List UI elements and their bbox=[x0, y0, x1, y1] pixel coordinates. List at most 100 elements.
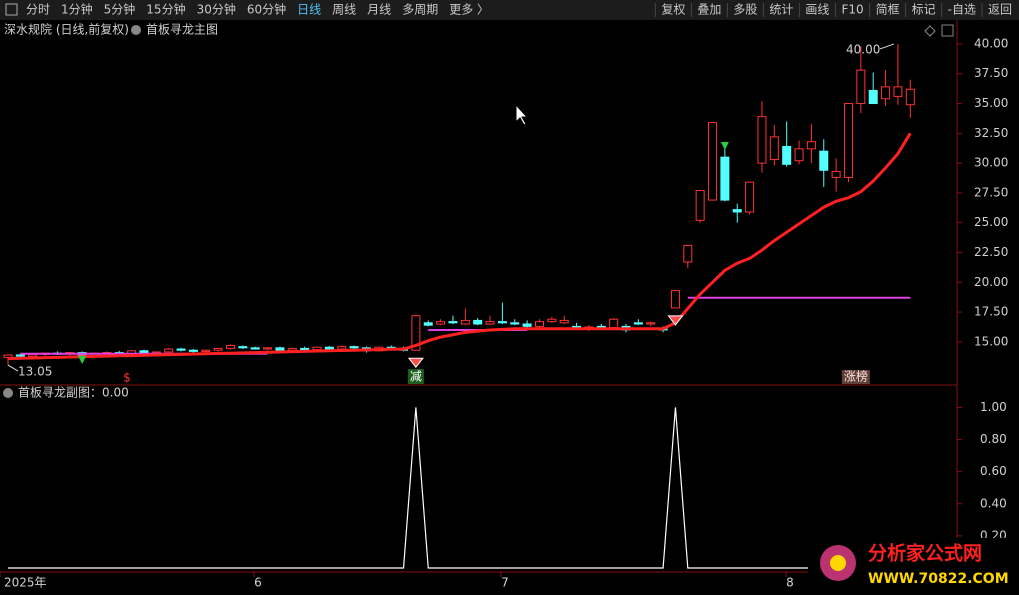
indicator-icon[interactable] bbox=[131, 25, 141, 35]
candle-body bbox=[324, 346, 334, 350]
y-tick-label: 22.50 bbox=[974, 245, 1008, 259]
x-tick-label: 7 bbox=[501, 576, 509, 590]
candle-body bbox=[881, 86, 891, 100]
signal-line bbox=[8, 407, 911, 569]
symbol: 深水规院 (日线,前复权) bbox=[4, 22, 129, 37]
candle-body bbox=[510, 322, 520, 325]
candle-body bbox=[436, 321, 446, 325]
tab[interactable]: 周线 bbox=[332, 3, 356, 17]
toolbar-button[interactable]: 返回 bbox=[988, 3, 1012, 17]
y-tick-label: 37.50 bbox=[974, 66, 1008, 80]
x-tick-label: 2025年 bbox=[4, 576, 47, 590]
watermark: 分析家公式网 WWW.70822.COM bbox=[808, 538, 1019, 595]
candle-body bbox=[695, 190, 705, 221]
toolbar-button[interactable]: 复权 bbox=[661, 3, 685, 17]
candle-body bbox=[646, 322, 656, 325]
down-arrow bbox=[78, 356, 87, 364]
candle-body bbox=[720, 156, 730, 201]
y-tick-label: 0.60 bbox=[980, 464, 1007, 478]
tab[interactable]: 30分钟 bbox=[197, 2, 236, 17]
candle-body bbox=[213, 347, 223, 351]
toolbar-button[interactable]: -自选 bbox=[948, 3, 976, 17]
y-tick-label: 35.00 bbox=[974, 96, 1008, 110]
candle-body bbox=[856, 69, 866, 105]
candle-body bbox=[708, 122, 718, 201]
candle-body bbox=[423, 322, 433, 326]
toolbar-button[interactable]: 标记 bbox=[912, 3, 936, 17]
min-arrow bbox=[7, 364, 19, 372]
y-tick-label: 15.00 bbox=[974, 334, 1008, 348]
tab[interactable]: 月线 bbox=[367, 3, 391, 17]
max-arrow bbox=[879, 43, 895, 50]
candle-body bbox=[806, 141, 816, 150]
candle-body bbox=[411, 315, 421, 351]
y-tick-label: 17.50 bbox=[974, 305, 1008, 319]
candle-body bbox=[633, 322, 643, 325]
x-tick-label: 8 bbox=[786, 576, 794, 590]
indicator-name: 首板寻龙主图 bbox=[146, 23, 218, 37]
signal-icon bbox=[667, 315, 684, 326]
candle-body bbox=[312, 346, 322, 351]
toolbar-button[interactable]: 叠加 bbox=[697, 3, 721, 17]
toolbar-button[interactable]: 统计 bbox=[769, 3, 793, 17]
candle-body bbox=[757, 116, 767, 164]
diamond-icon[interactable] bbox=[924, 25, 936, 37]
y-tick-label: 1.00 bbox=[980, 400, 1007, 414]
max-label: 40.00 bbox=[846, 42, 880, 56]
candle-body bbox=[485, 321, 495, 325]
toolbar-button[interactable]: 简框 bbox=[876, 3, 900, 17]
candle-body bbox=[609, 318, 619, 329]
y-tick-label: 32.50 bbox=[974, 126, 1008, 140]
y-tick-label: 40.00 bbox=[974, 36, 1008, 50]
signal-icon bbox=[407, 357, 424, 369]
candle-body bbox=[732, 209, 742, 213]
y-tick-label: 20.00 bbox=[974, 275, 1008, 289]
candle-body bbox=[893, 86, 903, 97]
panel-toggle[interactable] bbox=[941, 24, 954, 37]
logo-center bbox=[830, 555, 846, 571]
sub-icon[interactable] bbox=[3, 388, 13, 398]
candle-body bbox=[263, 347, 273, 350]
candle-body bbox=[188, 349, 198, 352]
candle-body bbox=[250, 347, 260, 350]
y-tick-label: 0.40 bbox=[980, 496, 1007, 510]
tab[interactable]: 60分钟 bbox=[247, 2, 286, 17]
candle-body bbox=[683, 244, 693, 263]
candle-body bbox=[831, 170, 841, 178]
candle-body bbox=[522, 323, 532, 327]
tab[interactable]: 1分钟 bbox=[61, 2, 93, 17]
signal-box bbox=[407, 369, 424, 384]
tab[interactable]: 15分钟 bbox=[146, 2, 185, 17]
candle-body bbox=[349, 346, 359, 349]
tab[interactable]: 日线 bbox=[297, 3, 321, 17]
watermark-title: 分析家公式网 bbox=[868, 542, 982, 565]
x-tick-label: 6 bbox=[254, 576, 262, 590]
candle-body bbox=[782, 145, 792, 165]
candle-body bbox=[15, 354, 25, 357]
toolbar-button[interactable]: 多股 bbox=[733, 3, 757, 17]
toolbar-button[interactable]: F10 bbox=[841, 3, 863, 17]
sub-title: 首板寻龙副图：0.00 bbox=[18, 386, 129, 400]
candle-body bbox=[547, 318, 557, 323]
tab[interactable]: 更多 〉 bbox=[449, 3, 489, 17]
candle-body bbox=[201, 349, 211, 352]
band-line bbox=[20, 296, 911, 355]
mouse-cursor bbox=[515, 103, 529, 126]
panel-icon[interactable] bbox=[5, 3, 18, 16]
rank-box bbox=[841, 370, 870, 384]
candle-body bbox=[868, 89, 878, 105]
y-tick-label: 27.50 bbox=[974, 185, 1008, 199]
toolbar-button[interactable]: 画线 bbox=[805, 3, 829, 17]
tab[interactable]: 多周期 bbox=[402, 3, 438, 17]
candle-body bbox=[559, 319, 569, 324]
tab[interactable]: 5分钟 bbox=[104, 2, 136, 17]
candle-body bbox=[473, 319, 483, 325]
candle-body bbox=[534, 321, 544, 327]
candle-body bbox=[819, 150, 829, 171]
y-tick-label: 30.00 bbox=[974, 156, 1008, 170]
candle-body bbox=[745, 181, 755, 213]
candle-body bbox=[238, 346, 248, 349]
ma-line bbox=[7, 132, 912, 361]
candle-body bbox=[670, 290, 680, 309]
tab[interactable]: 分时 bbox=[26, 3, 50, 17]
